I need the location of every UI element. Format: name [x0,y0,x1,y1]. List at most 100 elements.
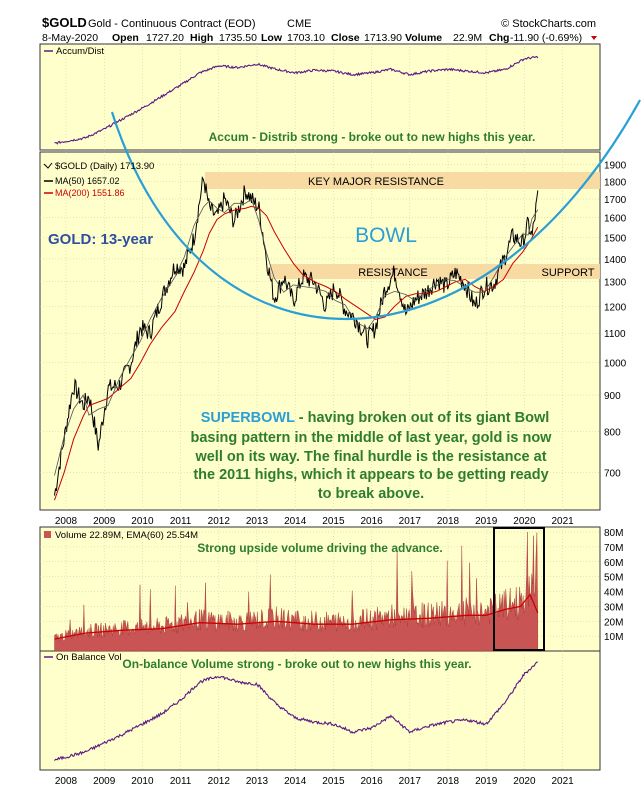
key-major-resistance-label: KEY MAJOR RESISTANCE [308,176,444,188]
year-tick-label: 2009 [93,516,116,527]
year-tick-label-bottom: 2015 [322,776,345,787]
gold-13-year-label: GOLD: 13-year [48,231,153,248]
open-label: Open [112,32,139,44]
exchange: CME [287,18,311,30]
superbowl-line-2: basing pattern in the middle of last yea… [191,430,553,446]
superbowl-text-1: - having broken out of its giant Bowl [295,410,550,426]
year-tick-label-bottom: 2017 [399,776,422,787]
price-tick-label: 1100 [604,329,626,340]
accum-dist-panel [39,43,601,151]
volume-legend-label: Volume 22.89M, EMA(60) 25.54M [55,530,198,541]
symbol: $GOLD [42,15,87,30]
description: Gold - Continuous Contract (EOD) [88,18,256,30]
volume-tick-label: 40M [604,588,623,599]
superbowl-line-1: SUPERBOWL - having broken out of its gia… [201,410,550,426]
year-tick-label-bottom: 2021 [551,776,574,787]
year-tick-label: 2008 [55,516,78,527]
year-tick-label-bottom: 2010 [131,776,154,787]
superbowl-lead: SUPERBOWL [201,410,295,426]
price-tick-label: 1500 [604,234,627,245]
volume-value: 22.9M [453,32,482,44]
bowl-curve [110,99,641,321]
year-tick-label-bottom: 2020 [513,776,536,787]
volume-tick-label: 80M [604,528,623,539]
accum-dist-line [54,55,539,145]
high-value: 1735.50 [219,32,257,44]
low-value: 1703.10 [287,32,325,44]
price-tick-label: 700 [604,469,621,480]
accum-dist-layer [54,55,539,145]
ma50-line [54,198,539,476]
quote-date: 8-May-2020 [42,32,98,44]
price-legend: $GOLD (Daily) 1713.90 MA(50) 1657.02 MA(… [43,161,154,198]
year-tick-label-bottom: 2018 [437,776,460,787]
price-tick-label: 1300 [604,278,627,289]
year-tick-label: 2016 [360,516,383,527]
price-tick-label: 1200 [604,302,627,313]
resistance-band [270,264,600,279]
volume-tick-label: 20M [604,617,623,628]
accum-dist-annotation: Accum - Distrib strong - broke out to ne… [209,130,536,144]
volume-tick-label: 60M [604,558,623,569]
price-legend-icon [43,162,53,169]
obv-panel [39,650,601,771]
resistance-label: RESISTANCE [358,267,427,279]
year-tick-label-bottom: 2013 [246,776,269,787]
obv-title: On Balance Vol [56,652,122,663]
year-tick-label: 2011 [170,516,192,527]
chg-value: -11.90 (-0.69%) [510,32,582,44]
close-label: Close [331,32,360,44]
source-credit[interactable]: © StockCharts.com [501,18,596,30]
year-tick-label: 2012 [208,516,231,527]
price-tick-label: 1700 [604,195,627,206]
year-tick-label: 2013 [246,516,269,527]
support-label: SUPPORT [542,267,595,279]
price-tick-label: 1400 [604,255,627,266]
down-arrow-icon [591,36,597,40]
price-tick-label: 1900 [604,161,627,172]
key-major-resistance-band [205,172,600,189]
volume-layer [54,531,539,652]
year-tick-label: 2017 [399,516,422,527]
bowl-label: BOWL [355,224,417,247]
price-series-layer [54,175,539,501]
year-tick-label: 2019 [475,516,498,527]
volume-tick-label: 30M [604,602,623,613]
obv-annotation: On-balance Volume strong - broke out to … [122,657,471,671]
volume-bars-area [54,531,538,652]
obv-layer [54,661,538,762]
low-label: Low [261,32,283,44]
volume-ema-line [54,593,539,640]
volume-highlight-box [493,527,545,651]
price-legend-label: $GOLD (Daily) 1713.90 [55,161,154,172]
obv-line [54,661,538,762]
volume-tick-label: 10M [604,632,623,643]
price-panel [39,151,601,511]
year-tick-label-bottom: 2016 [360,776,383,787]
header: $GOLD Gold - Continuous Contract (EOD) C… [42,15,597,44]
volume-tick-label: 50M [604,573,623,584]
price-tick-label: 800 [604,427,621,438]
close-value: 1713.90 [364,32,402,44]
year-tick-label: 2014 [284,516,307,527]
year-tick-label-bottom: 2008 [55,776,78,787]
ma200-legend-label: MA(200) 1551.86 [55,188,125,198]
year-tick-label: 2015 [322,516,345,527]
superbowl-annotation: SUPERBOWL - having broken out of its gia… [191,410,553,502]
volume-legend-swatch [44,531,51,538]
ma200-line [54,205,539,501]
year-tick-label: 2021 [551,516,574,527]
price-tick-label: 1800 [604,177,627,188]
year-tick-label-bottom: 2011 [170,776,192,787]
superbowl-line-4: the 2011 highs, which it appears to be g… [193,467,548,483]
price-tick-label: 1000 [604,359,627,370]
axis-labels: 700 800 900 1000 1100 1200 1300 1400 1500 1600 170… [55,161,627,787]
high-label: High [190,32,213,44]
superbowl-line-3: well on its way. The final hurdle is the… [194,449,546,465]
open-value: 1727.20 [146,32,184,44]
volume-annotation: Strong upside volume driving the advance… [197,541,442,555]
volume-tick-label: 70M [604,543,623,554]
year-tick-label: 2020 [513,516,536,527]
